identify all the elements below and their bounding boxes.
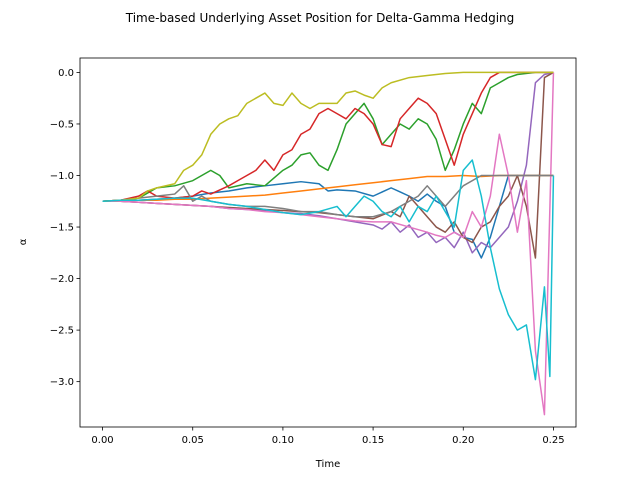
- x-tick-label: 0.05: [182, 435, 204, 446]
- series-line-1: [102, 174, 554, 259]
- series-line-10: [102, 159, 555, 381]
- plot-frame: [79, 57, 577, 428]
- series-line-9: [102, 71, 554, 203]
- x-tick-label: 0.25: [542, 435, 564, 446]
- y-axis: 0.0 −0.5 −1.0 −1.5 −2.0 −2.5 −3.0: [50, 68, 80, 388]
- y-tick-label: −2.0: [50, 274, 74, 285]
- y-tick-label: −2.5: [50, 326, 74, 337]
- series-layer: [102, 71, 555, 416]
- chart-title: Time-based Underlying Asset Position for…: [125, 11, 515, 25]
- x-tick-label: 0.00: [91, 435, 113, 446]
- x-tick-label: 0.20: [452, 435, 474, 446]
- series-line-4: [102, 71, 554, 203]
- x-tick-label: 0.10: [272, 435, 294, 446]
- x-tick-label: 0.15: [362, 435, 384, 446]
- y-tick-label: −1.5: [50, 223, 74, 234]
- y-tick-label: −1.0: [50, 171, 74, 182]
- y-tick-label: −0.5: [50, 119, 74, 130]
- y-tick-label: −3.0: [50, 377, 74, 388]
- series-line-7: [102, 72, 555, 416]
- x-axis-label: Time: [315, 459, 340, 470]
- x-axis: 0.00 0.05 0.10 0.15 0.20 0.25: [91, 427, 565, 446]
- series-line-3: [102, 71, 554, 203]
- y-axis-label: α: [18, 238, 29, 245]
- y-tick-label: 0.0: [58, 68, 74, 79]
